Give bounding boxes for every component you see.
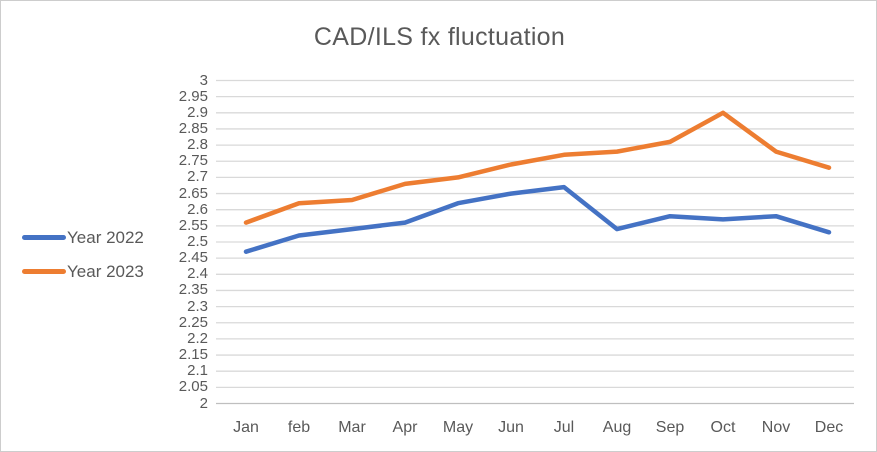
- x-tick-label: Oct: [710, 419, 736, 436]
- legend-item-year-2023[interactable]: Year 2023: [22, 261, 144, 282]
- x-tick-label: Jan: [233, 419, 259, 436]
- x-tick-label: Aug: [602, 419, 632, 436]
- line-chart-plot-area: [216, 79, 854, 405]
- y-tick-label: 3: [199, 71, 208, 89]
- y-tick-label: 2.85: [178, 119, 208, 137]
- x-tick-label: Mar: [338, 419, 366, 436]
- chart-title: CAD/ILS fx fluctuation: [313, 23, 566, 51]
- y-tick-label: 2.25: [178, 313, 208, 331]
- y-tick-label: 2.4: [187, 265, 208, 283]
- y-tick-label: 2.55: [178, 216, 208, 234]
- x-tick-label: May: [442, 419, 474, 436]
- y-tick-label: 2.5: [187, 233, 208, 250]
- y-tick-label: 2.65: [178, 184, 208, 202]
- x-tick-label: Jul: [553, 419, 575, 436]
- y-tick-label: 2.9: [187, 103, 208, 121]
- x-tick-label: Apr: [392, 419, 418, 436]
- y-tick-label: 2.8: [187, 136, 208, 154]
- legend-item-year-2022[interactable]: Year 2022: [22, 227, 144, 248]
- y-tick-label: 2.1: [187, 362, 208, 380]
- legend-line-swatch-orange: [22, 269, 66, 274]
- y-tick-label: 2.35: [178, 281, 208, 299]
- y-tick-label: 2.15: [178, 346, 208, 364]
- y-tick-label: 2.2: [187, 329, 208, 347]
- series-line-year-2022: [243, 184, 832, 254]
- series-line-year-2023: [243, 110, 832, 225]
- x-tick-label: Sep: [655, 419, 685, 436]
- y-tick-label: 2.75: [178, 152, 208, 170]
- y-tick-label: 2.6: [187, 200, 208, 218]
- legend: Year 2022 Year 2023: [22, 227, 144, 295]
- y-tick-label: 2.3: [187, 297, 208, 315]
- legend-label-year-2023: Year 2023: [67, 262, 144, 281]
- x-tick-label: Dec: [814, 419, 844, 436]
- y-tick-label: 2.45: [178, 249, 208, 267]
- y-tick-label: 2.7: [187, 168, 208, 186]
- x-tick-label: Nov: [761, 419, 791, 436]
- y-tick-label: 2: [199, 394, 208, 412]
- legend-label-year-2022: Year 2022: [67, 228, 144, 247]
- x-tick-label: feb: [287, 419, 311, 436]
- legend-line-swatch-blue: [22, 235, 66, 240]
- y-tick-label: 2.95: [178, 87, 208, 105]
- x-tick-label: Jun: [498, 419, 524, 436]
- y-tick-label: 2.05: [178, 378, 208, 396]
